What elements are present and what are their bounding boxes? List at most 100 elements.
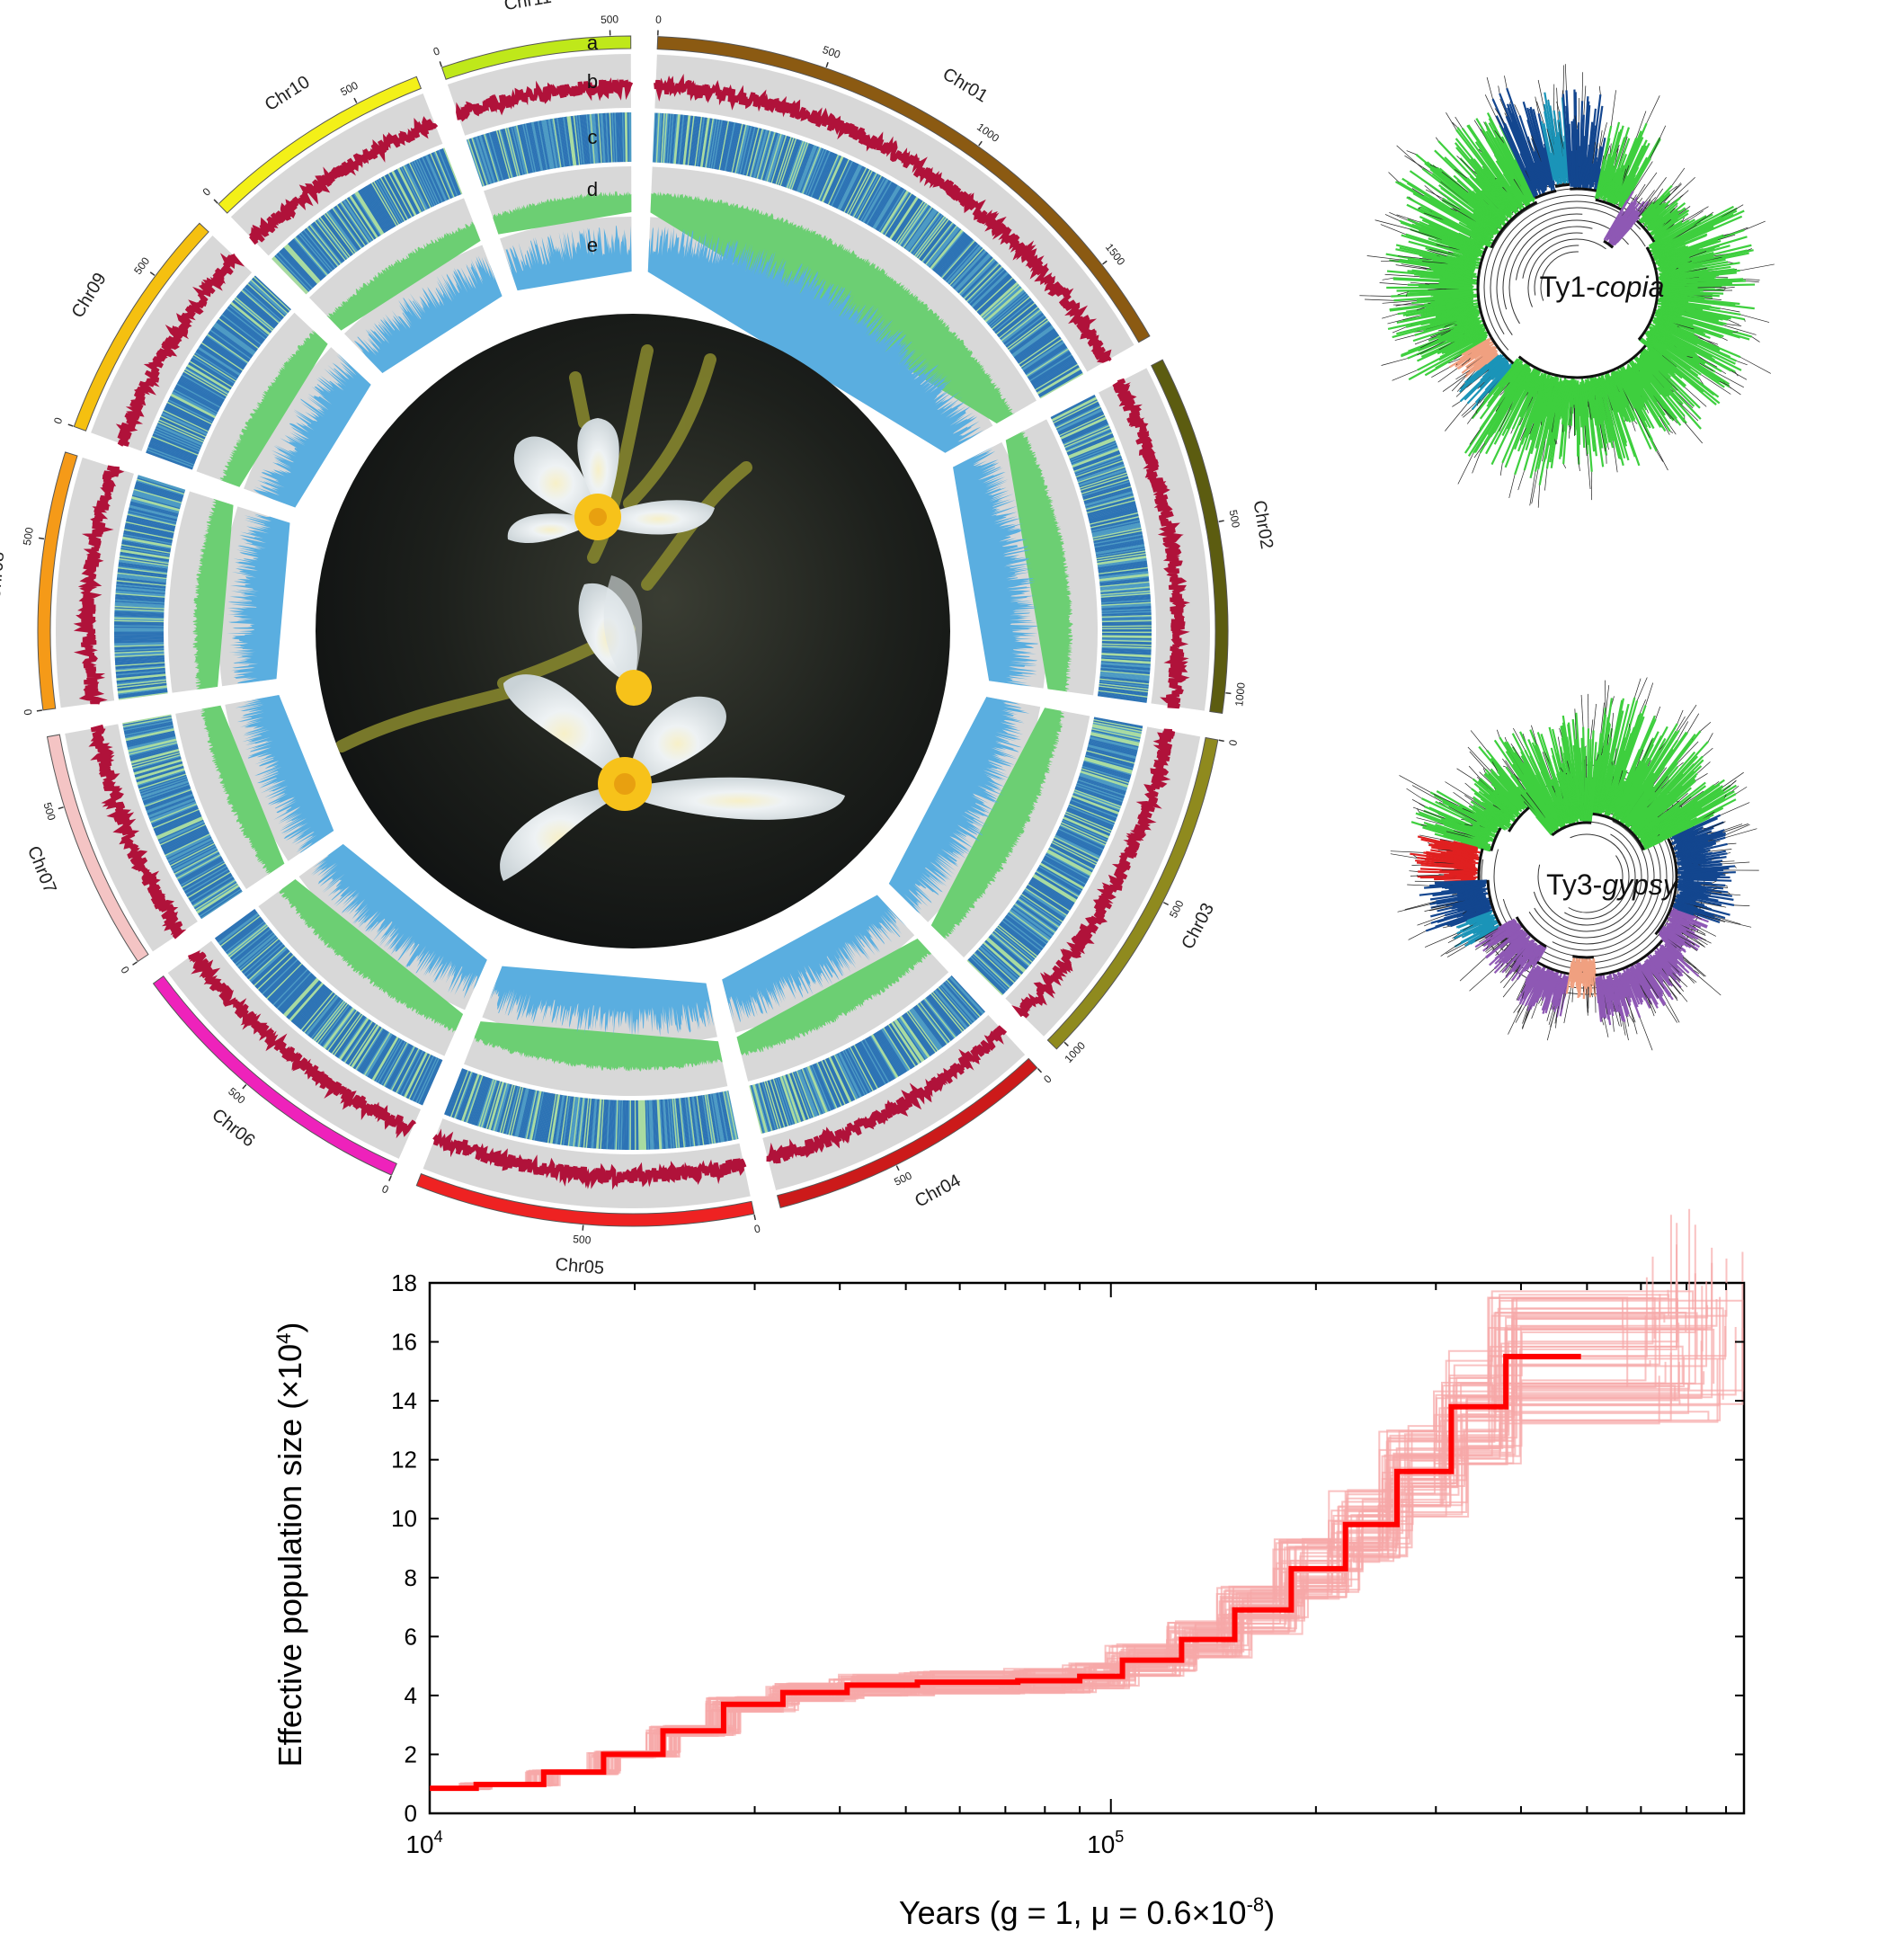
chromosome-Chr02	[953, 359, 1229, 714]
y-tick-label: 16	[391, 1329, 417, 1356]
bootstrap-line	[445, 1208, 1691, 1789]
bootstrap-line	[437, 1296, 1656, 1790]
ideogram-tick	[213, 199, 218, 204]
ideogram-tick	[38, 537, 45, 540]
ideogram-tick	[1102, 260, 1108, 265]
chromosome-label: Chr05	[555, 1255, 605, 1278]
bootstrap-line	[430, 1286, 1704, 1790]
ideogram-tick-label: 500	[226, 1085, 248, 1107]
bootstrap-line	[443, 1294, 1661, 1791]
y-tick-label: 18	[391, 1269, 417, 1296]
track-d-area	[279, 878, 464, 1033]
ideogram-tick	[67, 423, 74, 427]
tree-clade	[1457, 355, 1562, 508]
ideogram-tick	[1163, 902, 1170, 906]
bootstrap-line	[440, 1215, 1672, 1789]
track-e-histogram	[310, 843, 487, 999]
y-tick-label: 14	[391, 1387, 417, 1414]
track-d-area	[326, 221, 481, 331]
track-b-line	[249, 116, 439, 245]
bootstrap-line	[430, 1296, 1629, 1790]
track-c-heatmap	[114, 475, 186, 700]
y-tick-label: 12	[391, 1447, 417, 1474]
chromosome-Chr05	[415, 966, 755, 1227]
ideogram-segment	[73, 222, 209, 432]
track-e-histogram	[227, 513, 290, 684]
ideogram-tick	[242, 1083, 247, 1090]
tree-clade	[1508, 960, 1570, 1041]
ideogram-tick	[353, 97, 358, 103]
track-b-line	[188, 949, 416, 1139]
tree-branch	[1564, 833, 1630, 920]
chromosome-Chr01	[647, 36, 1151, 453]
tree-clade	[1563, 955, 1597, 1024]
track-b-background	[423, 1118, 751, 1208]
ideogram-tick	[1063, 1041, 1069, 1046]
tree-clade	[1561, 64, 1607, 192]
track-e-histogram	[235, 695, 334, 854]
ideogram-tick-label: 500	[892, 1169, 913, 1189]
ideogram-tick-label: 500	[338, 79, 360, 99]
ideogram-tick	[388, 1175, 392, 1181]
ideogram-tick-label: 0	[118, 964, 132, 976]
tree-ty1-copia	[1359, 64, 1775, 508]
ideogram-segment	[37, 451, 78, 711]
plot-frame	[428, 1281, 1746, 1815]
track-d-area	[930, 708, 1065, 940]
tree-clade	[1397, 879, 1496, 940]
ideogram-segment	[440, 35, 632, 80]
ideogram-tick	[1218, 739, 1224, 743]
ideogram-tick	[825, 61, 829, 68]
bootstrap-line	[430, 1307, 1655, 1790]
chromosome-Chr09	[73, 222, 371, 508]
ideogram-tick-label: 0	[380, 1182, 391, 1197]
track-c-heatmap	[444, 1068, 739, 1150]
circos-tracks	[37, 35, 1229, 1227]
tree-branch	[1534, 245, 1579, 296]
ideogram-tick-label: 500	[1227, 509, 1242, 530]
tree-clade	[1388, 94, 1538, 249]
track-c-heatmap	[271, 147, 463, 295]
tree-clade	[1445, 350, 1515, 432]
ideogram-tick-label: 0	[753, 1222, 762, 1235]
tree-clade	[1595, 939, 1722, 1051]
bootstrap-line	[430, 1310, 1727, 1790]
ideogram-tick-label: 500	[601, 13, 619, 26]
bootstrap-line	[446, 1277, 1648, 1790]
track-c-heatmap	[466, 112, 632, 187]
track-c-heatmap	[214, 908, 443, 1106]
bootstrap-line	[430, 1361, 1667, 1789]
psmc-main-series	[430, 1353, 1581, 1792]
track-letter-a: a	[587, 31, 599, 54]
ideogram-segment	[46, 734, 149, 963]
tree-branch	[1568, 855, 1624, 913]
ideogram-tick-label: 0	[655, 13, 663, 26]
chromosome-Chr07	[46, 695, 334, 963]
chromosome-Chr06	[152, 843, 487, 1176]
tree-clade	[1544, 344, 1717, 501]
bootstrap-line	[445, 1382, 1681, 1790]
chromosome-label: Chr06	[208, 1105, 258, 1151]
track-letter-c: c	[588, 126, 598, 148]
x-tick-label: 104	[405, 1828, 442, 1858]
ideogram-tick-label: 0	[200, 185, 214, 199]
track-d-area	[736, 938, 931, 1056]
bootstrap-line	[445, 1296, 1722, 1790]
tree-branch	[1490, 200, 1642, 335]
tree-clade	[1424, 910, 1503, 957]
ideogram-tick	[58, 806, 64, 810]
track-b-line	[1112, 378, 1190, 709]
flower-bottom	[500, 674, 845, 881]
tree-branch	[1540, 251, 1579, 301]
bootstrap-line	[445, 1298, 1678, 1789]
ideogram-tick	[1037, 1067, 1043, 1073]
chromosome-label: Chr08	[0, 551, 8, 601]
bootstrap-line	[430, 1301, 1661, 1790]
bootstrap-line	[430, 1299, 1744, 1790]
flower-middle	[578, 575, 652, 706]
bootstrap-line	[430, 1340, 1703, 1789]
tree-branch	[1533, 821, 1642, 932]
ideogram-tick	[753, 1214, 757, 1221]
bootstrap-line	[435, 1223, 1678, 1791]
